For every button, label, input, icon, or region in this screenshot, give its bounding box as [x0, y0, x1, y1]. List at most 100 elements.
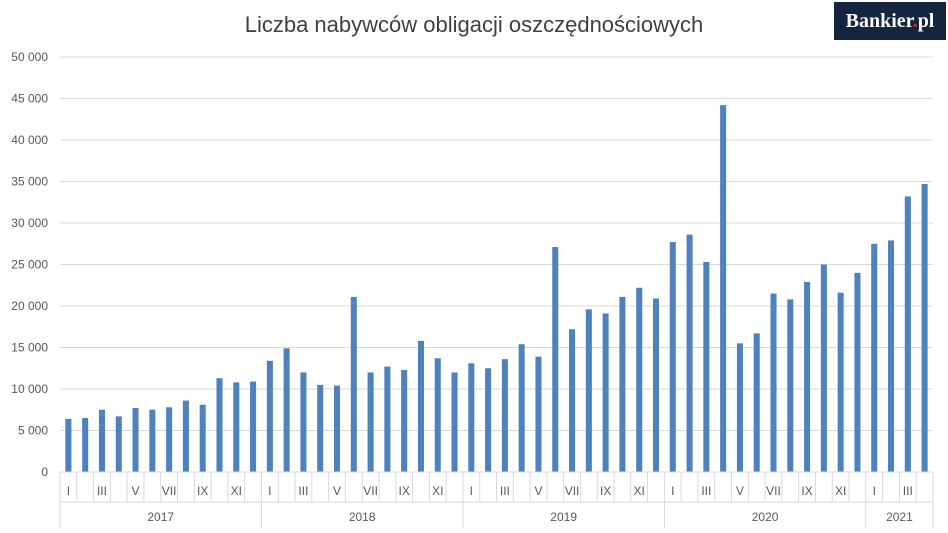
bar [837, 292, 844, 472]
y-tick-label: 45 000 [11, 92, 48, 106]
year-label: 2018 [349, 510, 376, 524]
x-tick-label: XI [634, 484, 645, 498]
bar [132, 408, 139, 472]
bar [518, 344, 525, 472]
x-tick-label: V [736, 484, 744, 498]
bar [317, 384, 324, 472]
bar [652, 298, 660, 472]
bar [904, 196, 911, 472]
bar [417, 340, 424, 472]
bar [216, 378, 223, 472]
bar [199, 404, 206, 472]
bar [65, 418, 72, 472]
x-tick-label: VII [766, 484, 781, 498]
year-label: 2021 [886, 510, 913, 524]
x-tick-label: V [333, 484, 341, 498]
x-tick-label: IX [398, 484, 409, 498]
bar [250, 381, 257, 472]
bar [787, 299, 794, 472]
x-tick-label: VII [565, 484, 580, 498]
bar [485, 368, 492, 472]
bar [703, 262, 710, 472]
logo-suffix: pl [917, 10, 935, 32]
x-tick-label: III [903, 484, 913, 498]
bar [384, 366, 391, 472]
bar [921, 183, 928, 473]
bar [736, 343, 743, 472]
bar [686, 234, 693, 472]
x-tick-label: III [298, 484, 308, 498]
bar [149, 409, 156, 472]
x-tick-label: I [470, 484, 473, 498]
bar [619, 296, 626, 472]
bar [569, 329, 576, 472]
y-tick-label: 20 000 [11, 299, 48, 313]
bar [166, 407, 173, 472]
y-tick-label: 30 000 [11, 216, 48, 230]
bar [854, 272, 861, 472]
chart-title: Liczba nabywców obligacji oszczędnościow… [244, 12, 704, 37]
bar [266, 360, 273, 472]
bar [283, 348, 290, 472]
bar [888, 240, 895, 472]
y-tick-label: 25 000 [11, 258, 48, 272]
x-tick-label: XI [231, 484, 242, 498]
y-tick-label: 5 000 [18, 424, 48, 438]
bar [753, 333, 760, 472]
bar [367, 372, 374, 472]
x-tick-label: V [534, 484, 542, 498]
y-tick-label: 10 000 [11, 382, 48, 396]
y-tick-label: 50 000 [11, 50, 48, 64]
bar [669, 242, 676, 472]
x-tick-label: I [671, 484, 674, 498]
x-tick-label: XI [835, 484, 846, 498]
x-tick-label: VII [363, 484, 378, 498]
logo-dot: . [912, 10, 918, 32]
year-label: 2017 [147, 510, 174, 524]
bar [182, 400, 189, 472]
bar [233, 382, 240, 472]
bar [585, 309, 592, 472]
bar [115, 416, 122, 472]
y-tick-label: 40 000 [11, 133, 48, 147]
x-tick-label: III [97, 484, 107, 498]
bar [602, 313, 609, 472]
x-tick-label: I [873, 484, 876, 498]
x-tick-label: IX [801, 484, 812, 498]
x-tick-label: III [701, 484, 711, 498]
bar [98, 409, 105, 472]
x-tick-label: XI [432, 484, 443, 498]
bar [451, 372, 458, 472]
bar [333, 385, 341, 472]
bar [535, 356, 542, 472]
bankier-logo: Bankier.pl [834, 2, 946, 40]
bar [552, 247, 559, 472]
x-tick-label: III [500, 484, 510, 498]
bar [871, 243, 878, 472]
bar [82, 418, 89, 472]
bar [401, 369, 408, 472]
x-tick-label: I [268, 484, 271, 498]
bar [501, 359, 508, 472]
year-label: 2019 [550, 510, 577, 524]
year-label: 2020 [752, 510, 779, 524]
bar [720, 105, 727, 472]
bar [300, 372, 307, 472]
bar [350, 296, 357, 472]
bar [804, 281, 811, 472]
bar [468, 363, 475, 472]
bar [820, 264, 827, 472]
y-tick-label: 0 [41, 465, 48, 479]
bar [434, 358, 441, 472]
bar [636, 287, 643, 472]
x-tick-label: V [132, 484, 140, 498]
y-tick-label: 35 000 [11, 175, 48, 189]
x-tick-label: IX [600, 484, 611, 498]
logo-text: Bankier [845, 10, 913, 32]
x-tick-label: IX [197, 484, 208, 498]
x-tick-label: VII [162, 484, 177, 498]
x-tick-label: I [67, 484, 70, 498]
bar [770, 293, 777, 472]
